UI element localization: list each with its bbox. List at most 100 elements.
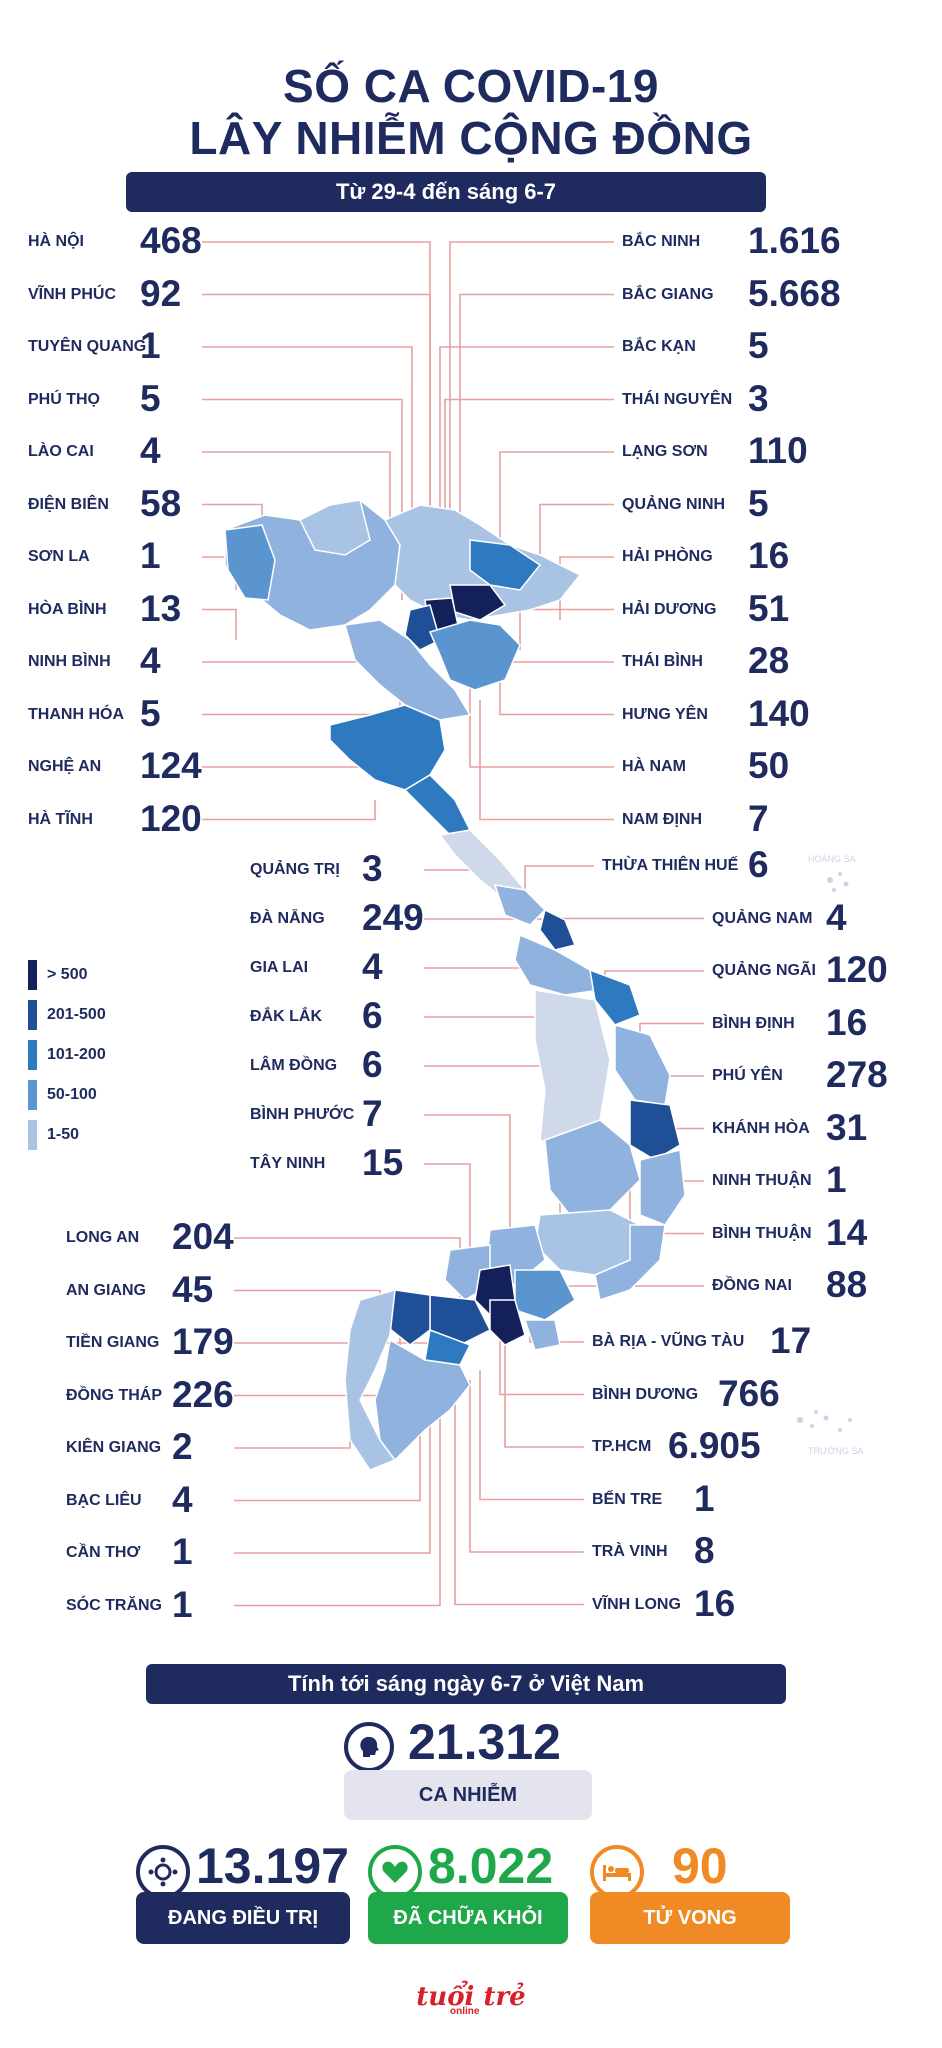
province-case-count: 6	[362, 1044, 383, 1085]
leader-line	[509, 661, 614, 670]
province-case-count: 31	[826, 1106, 868, 1148]
leader-line	[479, 700, 614, 821]
province-row: BẾN TRE	[592, 1480, 662, 1520]
province-case-count: 249	[362, 897, 424, 938]
leader-line	[459, 293, 614, 600]
province-name: ĐẮK LẮK	[250, 1008, 322, 1025]
province-name: THÁI NGUYÊN	[622, 390, 733, 408]
province-row: NINH THUẬN	[712, 1161, 812, 1201]
map-hue	[493, 884, 547, 926]
province-name: BẮC GIANG	[622, 285, 714, 303]
legend-item: 201-500	[28, 995, 106, 1035]
leader-line	[449, 241, 614, 610]
province-name: HÀ NỘI	[28, 233, 84, 250]
leader-line	[469, 680, 614, 768]
province-case-count: 8	[694, 1530, 715, 1571]
province-row: BẮC KẠN	[622, 327, 696, 367]
province-row: PHÚ YÊN	[712, 1056, 783, 1096]
province-row: BẠC LIÊU	[66, 1481, 142, 1521]
province-row: TÂY NINH	[250, 1144, 325, 1184]
province-row: LẠNG SƠN	[622, 432, 708, 472]
province-row: QUẢNG TRỊ	[250, 850, 340, 890]
province-name: GIA LAI	[250, 959, 309, 976]
spratly-label: TRƯỜNG SA	[808, 1446, 863, 1456]
province-name: TIỀN GIANG	[66, 1334, 160, 1351]
province-name: LÂM ĐỒNG	[250, 1057, 338, 1074]
leader-line	[202, 608, 237, 640]
province-row: QUẢNG NGÃI	[712, 951, 816, 991]
province-row: HẢI PHÒNG	[622, 537, 713, 577]
legend-swatch	[28, 1120, 37, 1150]
province-case-count: 1	[140, 535, 161, 576]
map-ha-tinh	[403, 774, 472, 836]
leader-line	[444, 398, 614, 560]
province-name: QUẢNG NAM	[712, 909, 813, 927]
province-row: THÁI NGUYÊN	[622, 380, 732, 420]
province-name: BÌNH DƯƠNG	[592, 1385, 699, 1403]
province-name: SƠN LA	[28, 548, 90, 565]
map-red-river-delta	[428, 619, 521, 691]
province-name: SÓC TRĂNG	[66, 1596, 162, 1614]
province-case-count: 16	[694, 1582, 736, 1624]
province-case-count: 2	[172, 1426, 193, 1467]
province-name: HÒA BÌNH	[28, 600, 107, 618]
province-case-count: 468	[140, 220, 202, 261]
leader-line	[424, 1114, 511, 1265]
province-name: ĐỒNG THÁP	[66, 1386, 162, 1404]
leader-line	[202, 800, 376, 821]
province-row: ĐỒNG THÁP	[66, 1376, 162, 1416]
province-row: ĐIỆN BIÊN	[28, 485, 109, 525]
province-name: HƯNG YÊN	[622, 705, 708, 723]
leader-line	[519, 608, 614, 650]
legend-label: 201-500	[47, 1006, 106, 1023]
leader-line	[424, 1163, 471, 1270]
province-case-count: 3	[748, 377, 769, 419]
province-row: THÁI BÌNH	[622, 642, 703, 682]
treating-label: ĐANG ĐIỀU TRỊ	[136, 1892, 350, 1944]
province-row: VĨNH PHÚC	[28, 275, 116, 315]
legend-label: 50-100	[47, 1086, 97, 1103]
total-cases-value: 21.312	[408, 1714, 561, 1770]
province-row: TUYÊN QUANG	[28, 327, 146, 367]
map-mekong-delta	[374, 1338, 471, 1462]
province-case-count: 226	[172, 1373, 234, 1415]
legend-swatch	[28, 1040, 37, 1070]
leader-line	[524, 865, 594, 900]
province-name: NAM ĐỊNH	[622, 810, 702, 828]
province-row: VĨNH LONG	[592, 1585, 681, 1625]
province-row: SƠN LA	[28, 537, 90, 577]
province-name: CẦN THƠ	[66, 1544, 141, 1561]
leader-line	[234, 1380, 431, 1554]
province-case-count: 50	[748, 745, 790, 786]
map-hoa-binh-thanh-hoa	[344, 619, 472, 721]
province-case-count: 4	[140, 430, 161, 471]
province-row: HÀ NAM	[622, 747, 686, 787]
province-row: LÂM ĐỒNG	[250, 1046, 337, 1086]
province-case-count: 17	[770, 1320, 812, 1361]
map-hcm	[489, 1299, 526, 1346]
province-row: QUẢNG NAM	[712, 899, 812, 939]
province-name: NINH THUẬN	[712, 1172, 812, 1189]
province-case-count: 1	[694, 1477, 715, 1519]
province-row: HÀ NỘI	[28, 222, 84, 262]
province-name: ĐỒNG NAI	[712, 1277, 792, 1294]
province-row: THANH HÓA	[28, 695, 124, 735]
spratly-islands-icon	[797, 1410, 852, 1432]
province-case-count: 13	[140, 587, 182, 629]
province-case-count: 16	[748, 535, 790, 576]
province-name: KIÊN GIANG	[66, 1439, 162, 1456]
province-case-count: 179	[172, 1321, 234, 1362]
province-row: KIÊN GIANG	[66, 1428, 161, 1468]
province-case-count: 4	[172, 1478, 193, 1520]
province-row: LÀO CAI	[28, 432, 94, 472]
province-case-count: 766	[718, 1372, 780, 1414]
map-phu-yen	[629, 1099, 681, 1161]
map-lang-son	[469, 539, 542, 591]
province-case-count: 7	[362, 1093, 383, 1134]
province-case-count: 88	[826, 1264, 868, 1305]
map-lao-cai	[298, 499, 371, 556]
province-name: HÀ NAM	[622, 758, 686, 775]
province-row: NINH BÌNH	[28, 642, 111, 682]
province-row: BẮC GIANG	[622, 275, 714, 315]
province-name: NGHỆ AN	[28, 758, 102, 775]
